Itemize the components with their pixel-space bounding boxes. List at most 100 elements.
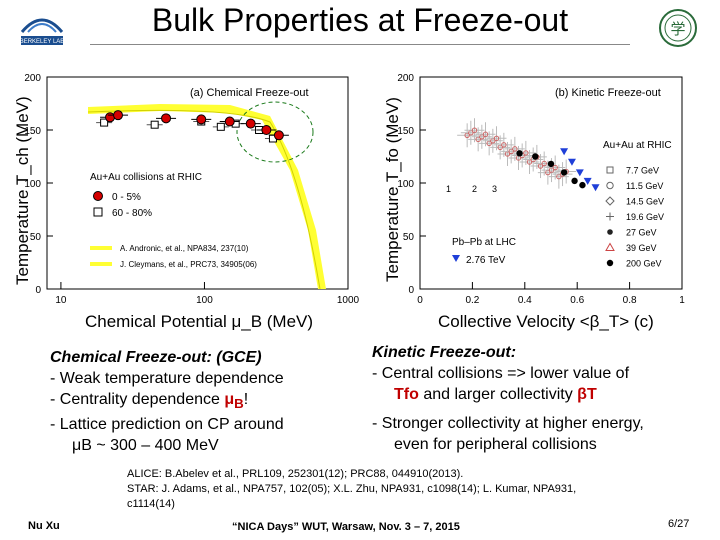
curve-label-2: J. Cleymans, et al., PRC73, 34905(06) <box>120 260 257 269</box>
b-point-200gev <box>532 153 539 160</box>
panel-b-frame <box>419 76 683 290</box>
title-rule <box>90 44 630 45</box>
ref-line-1: ALICE: B.Abelev et al., PRL109, 252301(1… <box>127 468 464 480</box>
legend-marker <box>607 229 613 235</box>
b-ytick-label: 100 <box>397 179 414 190</box>
legend-label: 14.5 GeV <box>626 197 664 207</box>
legend-marker <box>605 196 615 206</box>
footer-event: “NICA Days” WUT, Warsaw, Nov. 3 – 7, 201… <box>232 521 460 533</box>
right-line-3: - Stronger collectivity at higher energy… <box>372 415 644 432</box>
left-line-2: - Centrality dependence μB! <box>50 391 249 412</box>
legend-marker <box>606 181 614 190</box>
legend-central: 0 - 5% <box>112 192 141 203</box>
panel-b-title: (b) Kinetic Freeze-out <box>555 87 661 99</box>
b-ytick-label: 50 <box>403 232 415 243</box>
panel-b-ylabel: Temperature T_fo (MeV) <box>383 97 402 282</box>
footer-author: Nu Xu <box>28 520 60 532</box>
right-line-2: Tfo and larger collectivity βT <box>394 386 597 403</box>
a-point-peripheral <box>150 120 159 129</box>
a-ytick-label: 0 <box>35 285 41 296</box>
right-heading: Kinetic Freeze-out: <box>372 344 517 361</box>
a-point-central <box>245 118 256 129</box>
b-ytick-label: 150 <box>397 126 414 137</box>
legend-label: 19.6 GeV <box>626 212 664 222</box>
b-point-bes <box>471 127 478 133</box>
cp-region-ellipse <box>236 101 314 163</box>
panel-b-legend-title: Au+Au at RHIC <box>603 140 672 151</box>
kinetic-freezeout-notes: Kinetic Freeze-out: - Central collisions… <box>372 342 712 455</box>
b-point-200gev <box>579 181 586 189</box>
university-seal-logo: 学 <box>658 8 698 48</box>
right-line-1: - Central collisions => lower value of <box>372 365 630 382</box>
slide-title: Bulk Properties at Freeze-out <box>151 2 569 38</box>
b-point-lhc <box>567 158 576 166</box>
b-xtick-label: 0.6 <box>570 295 584 306</box>
left-line-1: - Weak temperature dependence <box>50 370 284 387</box>
b-point-bes <box>493 135 500 141</box>
a-point-central <box>113 110 124 121</box>
annotation-1: 1 <box>446 184 451 194</box>
b-point-200gev <box>547 160 555 168</box>
legend-marker-central <box>93 191 103 201</box>
a-point-central <box>273 130 284 141</box>
a-xtick-label: 1000 <box>337 295 360 306</box>
legend-peripheral: 60 - 80% <box>112 208 152 219</box>
a-xtick-label: 100 <box>196 295 213 306</box>
legend-label: 200 GeV <box>626 259 662 269</box>
b-xtick-label: 0 <box>417 295 423 306</box>
a-point-central <box>161 113 172 124</box>
b-point-bes <box>541 160 547 167</box>
b-point-bes <box>552 164 558 171</box>
b-xtick-label: 0.4 <box>518 295 532 306</box>
b-ytick-label: 0 <box>408 285 414 296</box>
panel-a-legend-title: Au+Au collisions at RHIC <box>90 172 202 183</box>
annotation-2: 2 <box>472 184 477 194</box>
a-xtick-label: 10 <box>55 295 67 306</box>
b-point-lhc <box>560 148 569 156</box>
b-xtick-label: 1 <box>679 295 685 306</box>
a-point-peripheral <box>216 122 225 131</box>
right-line-4: even for peripheral collisions <box>394 436 597 453</box>
b-point-bes <box>482 131 489 137</box>
panel-a-xlabel: Chemical Potential μ_B (MeV) <box>85 312 313 331</box>
berkeley-lab-logo: BERKELEY LAB <box>18 10 66 48</box>
page-number: 6/27 <box>668 518 690 530</box>
panel-b-xlabel: Collective Velocity <β_T> (c) <box>438 312 654 331</box>
svg-text:学: 学 <box>670 20 685 38</box>
svg-text:BERKELEY LAB: BERKELEY LAB <box>20 39 65 45</box>
legend-label: 27 GeV <box>626 228 657 238</box>
a-ytick-label: 50 <box>30 232 42 243</box>
legend-marker <box>605 242 615 251</box>
ref-line-2: STAR: J. Adams, et al., NPA757, 102(05);… <box>127 483 577 495</box>
lhc-energy: 2.76 TeV <box>466 255 506 266</box>
kinetic-freezeout-panel: 0 50 100 150 200 0 0.2 0.4 0.6 0.8 1 (b) Kinetic … <box>383 73 685 331</box>
legend-label: 11.5 GeV <box>626 181 663 191</box>
ref-line-3: c1114(14) <box>127 498 175 510</box>
b-point-200gev <box>516 150 523 157</box>
legend-marker <box>606 166 614 174</box>
b-point-bes <box>512 146 518 152</box>
panel-a-ylabel: Temperature T_ch (MeV) <box>13 96 32 285</box>
curve-label-1: A. Andronic, et al., NPA834, 237(10) <box>120 244 249 253</box>
lhc-label: Pb–Pb at LHC <box>452 237 516 248</box>
b-point-bes <box>501 142 507 148</box>
b-xtick-label: 0.8 <box>623 295 637 306</box>
left-line-3: - Lattice prediction on CP around <box>50 416 284 434</box>
b-point-lhc <box>591 184 600 192</box>
b-point-200gev <box>560 169 568 176</box>
b-point-200gev <box>571 177 578 185</box>
lhc-marker <box>452 255 460 262</box>
a-point-central <box>224 116 235 127</box>
b-point-bes <box>523 150 529 156</box>
references: ALICE: B.Abelev et al., PRL109, 252301(1… <box>127 467 697 512</box>
legend-label: 39 GeV <box>626 243 657 253</box>
andronic-curve <box>87 109 321 290</box>
annotation-3: 3 <box>492 184 497 194</box>
legend-marker-peripheral <box>93 207 103 217</box>
a-ytick-label: 100 <box>24 179 41 190</box>
chemical-freezeout-panel: 0 50 100 150 200 10 100 1000 (a) Chemical Free… <box>13 73 360 331</box>
a-ytick-label: 200 <box>24 73 41 84</box>
chemical-freezeout-notes: Chemical Freeze-out: (GCE) - Weak temper… <box>50 347 350 456</box>
a-point-central <box>261 125 272 135</box>
